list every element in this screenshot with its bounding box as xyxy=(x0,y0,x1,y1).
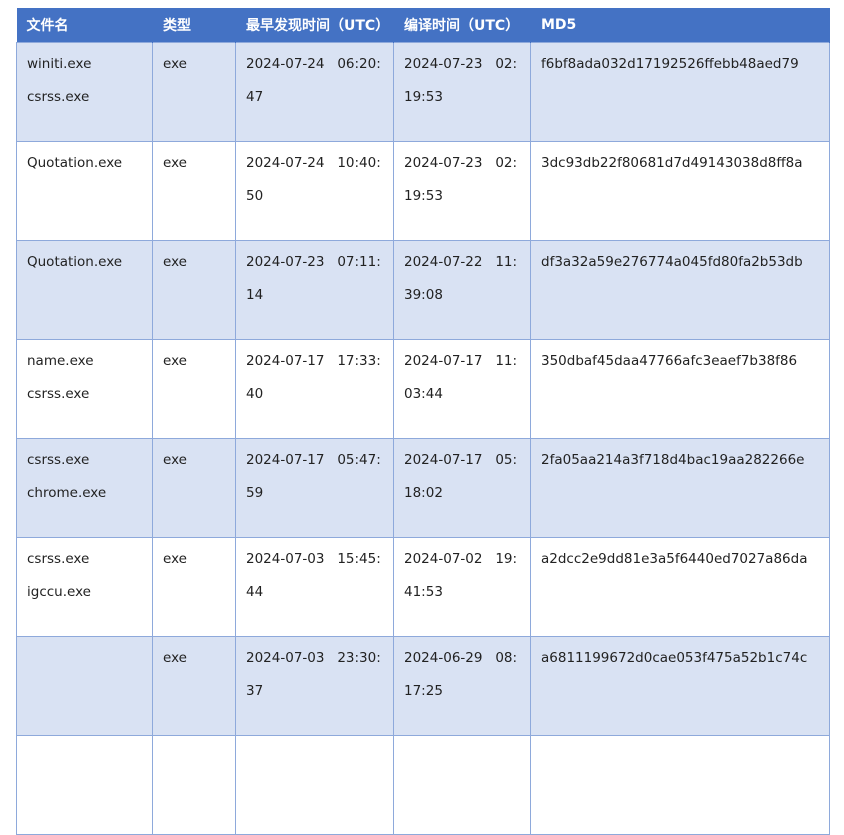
cell-type: exe xyxy=(152,636,236,736)
cell-first-seen: 2024-07-03 23:30:37 xyxy=(235,636,394,736)
cell-first-seen: 2024-07-03 15:45:44 xyxy=(235,537,394,637)
cell-type: exe xyxy=(152,438,236,538)
cell-type: exe xyxy=(152,537,236,637)
cell-md5: a6811199672d0cae053f475a52b1c74c xyxy=(530,636,830,736)
table-row: csrss.exe chrome.exe exe 2024-07-17 05:47:5… xyxy=(16,438,830,538)
cell-md5: 3dc93db22f80681d7d49143038d8ff8a xyxy=(530,141,830,241)
cell-compile-time: 2024-07-02 19:41:53 xyxy=(393,537,531,637)
cell-filename: winiti.exe csrss.exe xyxy=(16,42,153,142)
file-table: 文件名 类型 最早发现时间（UTC） 编译时间（UTC） MD5 winiti.… xyxy=(16,8,830,835)
cell-type: exe xyxy=(152,339,236,439)
table-row: name.exe csrss.exe exe 2024-07-17 17:33:40 2… xyxy=(16,339,830,439)
table-row: exe 2024-07-03 23:30:37 2024-06-29 08:17:2… xyxy=(16,636,830,736)
table-header: 文件名 类型 最早发现时间（UTC） 编译时间（UTC） MD5 xyxy=(16,8,830,43)
cell-md5 xyxy=(530,735,830,835)
filename: winiti.exe xyxy=(27,56,92,72)
header-compile-time: 编译时间（UTC） xyxy=(393,8,531,43)
cell-type xyxy=(152,735,236,835)
header-filename: 文件名 xyxy=(16,8,153,43)
filename: igccu.exe xyxy=(27,584,91,600)
header-first-seen: 最早发现时间（UTC） xyxy=(235,8,394,43)
cell-md5: 2fa05aa214a3f718d4bac19aa282266e xyxy=(530,438,830,538)
filename: csrss.exe xyxy=(27,89,90,105)
cell-filename xyxy=(16,636,153,736)
cell-first-seen: 2024-07-17 05:47:59 xyxy=(235,438,394,538)
cell-compile-time: 2024-07-23 02:19:53 xyxy=(393,42,531,142)
cell-first-seen: 2024-07-24 06:20:47 xyxy=(235,42,394,142)
cell-type: exe xyxy=(152,240,236,340)
cell-type: exe xyxy=(152,141,236,241)
header-type: 类型 xyxy=(152,8,236,43)
cell-md5: a2dcc2e9dd81e3a5f6440ed7027a86da xyxy=(530,537,830,637)
cell-filename: Quotation.exe xyxy=(16,240,153,340)
filename: chrome.exe xyxy=(27,485,107,501)
cell-compile-time xyxy=(393,735,531,835)
cell-compile-time: 2024-06-29 08:17:25 xyxy=(393,636,531,736)
table-row xyxy=(16,735,830,835)
cell-filename: csrss.exe igccu.exe xyxy=(16,537,153,637)
cell-first-seen: 2024-07-23 07:11:14 xyxy=(235,240,394,340)
cell-first-seen: 2024-07-17 17:33:40 xyxy=(235,339,394,439)
table-row: Quotation.exe exe 2024-07-24 10:40:50 2024-… xyxy=(16,141,830,241)
filename: csrss.exe xyxy=(27,452,90,468)
filename: name.exe xyxy=(27,353,94,369)
cell-md5: df3a32a59e276774a045fd80fa2b53db xyxy=(530,240,830,340)
header-md5: MD5 xyxy=(530,8,830,43)
cell-md5: f6bf8ada032d17192526ffebb48aed79 xyxy=(530,42,830,142)
cell-filename: name.exe csrss.exe xyxy=(16,339,153,439)
cell-filename xyxy=(16,735,153,835)
cell-compile-time: 2024-07-23 02:19:53 xyxy=(393,141,531,241)
filename: csrss.exe xyxy=(27,386,90,402)
cell-type: exe xyxy=(152,42,236,142)
cell-md5: 350dbaf45daa47766afc3eaef7b38f86 xyxy=(530,339,830,439)
filename: csrss.exe xyxy=(27,551,90,567)
cell-compile-time: 2024-07-17 11:03:44 xyxy=(393,339,531,439)
table-row: csrss.exe igccu.exe exe 2024-07-03 15:45:44… xyxy=(16,537,830,637)
cell-compile-time: 2024-07-22 11:39:08 xyxy=(393,240,531,340)
cell-compile-time: 2024-07-17 05:18:02 xyxy=(393,438,531,538)
filename: Quotation.exe xyxy=(27,155,123,171)
table-row: winiti.exe csrss.exe exe 2024-07-24 06:20:4… xyxy=(16,42,830,142)
cell-first-seen: 2024-07-24 10:40:50 xyxy=(235,141,394,241)
table-row: Quotation.exe exe 2024-07-23 07:11:14 2024-… xyxy=(16,240,830,340)
cell-first-seen xyxy=(235,735,394,835)
filename: Quotation.exe xyxy=(27,254,123,270)
cell-filename: Quotation.exe xyxy=(16,141,153,241)
cell-filename: csrss.exe chrome.exe xyxy=(16,438,153,538)
